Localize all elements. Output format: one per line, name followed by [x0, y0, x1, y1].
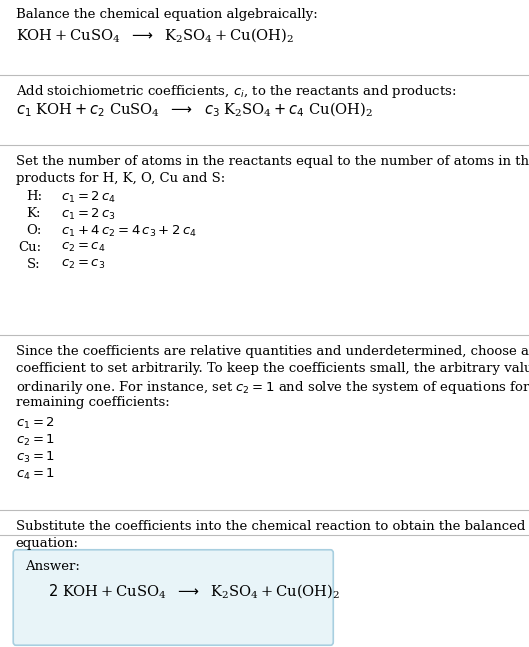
- Text: Substitute the coefficients into the chemical reaction to obtain the balanced: Substitute the coefficients into the che…: [16, 520, 525, 533]
- Text: K:: K:: [26, 207, 41, 220]
- Text: remaining coefficients:: remaining coefficients:: [16, 396, 170, 409]
- Text: $c_3 = 1$: $c_3 = 1$: [16, 450, 55, 465]
- Text: $c_1 + 4\,c_2 = 4\,c_3 + 2\,c_4$: $c_1 + 4\,c_2 = 4\,c_3 + 2\,c_4$: [61, 224, 197, 239]
- Text: Answer:: Answer:: [25, 560, 80, 573]
- Text: H:: H:: [26, 190, 42, 203]
- Text: equation:: equation:: [16, 537, 79, 550]
- Text: $c_2 = 1$: $c_2 = 1$: [16, 433, 55, 448]
- Text: $c_4 = 1$: $c_4 = 1$: [16, 467, 55, 482]
- Text: Set the number of atoms in the reactants equal to the number of atoms in the: Set the number of atoms in the reactants…: [16, 155, 529, 168]
- Text: ordinarily one. For instance, set $c_2 = 1$ and solve the system of equations fo: ordinarily one. For instance, set $c_2 =…: [16, 379, 529, 396]
- Text: Cu:: Cu:: [19, 241, 42, 254]
- Text: $\mathregular{KOH + CuSO_4}$  $\longrightarrow$  $\mathregular{K_2SO_4 + Cu(OH)_: $\mathregular{KOH + CuSO_4}$ $\longright…: [16, 26, 294, 44]
- FancyBboxPatch shape: [13, 550, 333, 645]
- Text: $c_1 = 2\,c_3$: $c_1 = 2\,c_3$: [61, 207, 116, 222]
- Text: $c_1\ \mathregular{KOH} + c_2\ \mathregular{CuSO_4}$  $\longrightarrow$  $c_3\ \: $c_1\ \mathregular{KOH} + c_2\ \mathregu…: [16, 101, 373, 120]
- Text: $c_2 = c_4$: $c_2 = c_4$: [61, 241, 105, 254]
- Text: Since the coefficients are relative quantities and underdetermined, choose a: Since the coefficients are relative quan…: [16, 345, 529, 358]
- Text: products for H, K, O, Cu and S:: products for H, K, O, Cu and S:: [16, 172, 225, 185]
- Text: $2\ \mathregular{KOH + CuSO_4}$  $\longrightarrow$  $\mathregular{K_2SO_4 + Cu(O: $2\ \mathregular{KOH + CuSO_4}$ $\longri…: [48, 582, 340, 600]
- Text: $c_2 = c_3$: $c_2 = c_3$: [61, 258, 105, 271]
- Text: Balance the chemical equation algebraically:: Balance the chemical equation algebraica…: [16, 8, 317, 21]
- Text: $c_1 = 2\,c_4$: $c_1 = 2\,c_4$: [61, 190, 116, 205]
- Text: Add stoichiometric coefficients, $c_i$, to the reactants and products:: Add stoichiometric coefficients, $c_i$, …: [16, 83, 456, 100]
- Text: coefficient to set arbitrarily. To keep the coefficients small, the arbitrary va: coefficient to set arbitrarily. To keep …: [16, 362, 529, 375]
- Text: S:: S:: [26, 258, 40, 271]
- Text: $c_1 = 2$: $c_1 = 2$: [16, 416, 55, 431]
- Text: O:: O:: [26, 224, 42, 237]
